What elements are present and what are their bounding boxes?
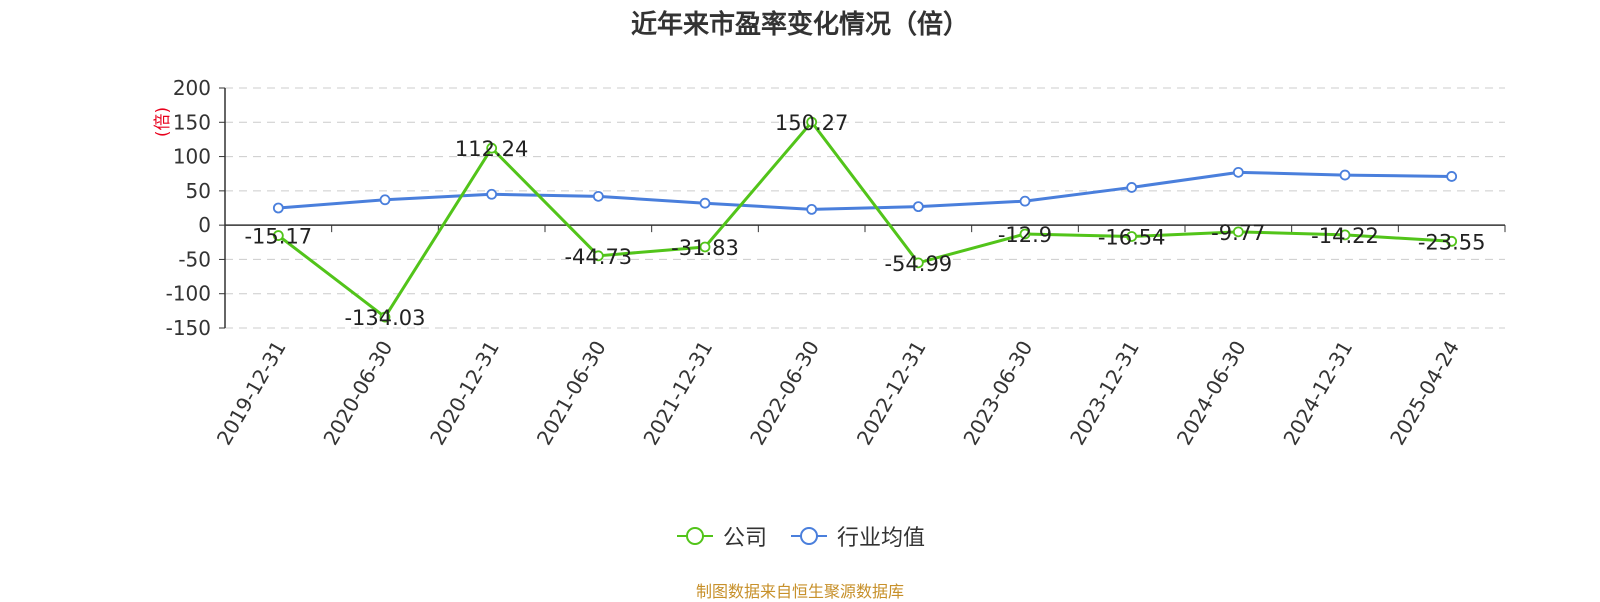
data-point bbox=[379, 194, 391, 206]
data-point bbox=[806, 116, 818, 128]
data-point bbox=[1446, 235, 1458, 247]
data-point bbox=[806, 203, 818, 215]
series-line-0 bbox=[277, 120, 1452, 319]
data-point bbox=[1126, 182, 1138, 193]
data-point bbox=[1232, 166, 1244, 178]
data-point bbox=[272, 230, 284, 241]
data-point bbox=[379, 311, 391, 323]
legend-item-company[interactable]: 公司 bbox=[675, 520, 767, 552]
series-layer bbox=[272, 116, 1458, 323]
data-label: -44.73 bbox=[564, 245, 632, 269]
data-label: -23.55 bbox=[1418, 230, 1486, 254]
x-tick-label: 2024-06-30 bbox=[1172, 337, 1251, 450]
x-tick-label: 2023-12-31 bbox=[1065, 337, 1144, 450]
data-point bbox=[1019, 195, 1031, 207]
data-point bbox=[1339, 229, 1351, 241]
data-label: -15.17 bbox=[244, 225, 312, 249]
grid-lines bbox=[225, 87, 1505, 329]
data-point bbox=[592, 250, 604, 262]
data-point bbox=[699, 241, 711, 253]
data-label: -16.54 bbox=[1098, 225, 1166, 249]
legend-line-marker-icon bbox=[676, 527, 713, 545]
x-tick-label: 2022-06-30 bbox=[745, 337, 824, 450]
data-point bbox=[1019, 228, 1031, 240]
chart-title: 近年来市盈率变化情况（倍） bbox=[630, 10, 969, 40]
source-note: 制图数据来自恒生聚源数据库 bbox=[695, 582, 904, 601]
data-labels: -15.17 -134.03 112.24 -44.73 -31.83 150.27 -54… bbox=[244, 111, 1485, 330]
series-line-1 bbox=[278, 170, 1452, 211]
data-label: -134.03 bbox=[344, 306, 425, 330]
data-label: -31.83 bbox=[671, 236, 739, 260]
x-tick-label: 2020-12-31 bbox=[425, 336, 504, 449]
legend-item-industry-avg[interactable]: 行业均值 bbox=[789, 520, 925, 552]
data-point bbox=[912, 257, 924, 269]
legend-line-marker-icon bbox=[791, 527, 827, 545]
data-point bbox=[1126, 231, 1138, 242]
data-point bbox=[486, 142, 498, 154]
y-tick-label: 150 bbox=[173, 110, 211, 134]
x-tick-label: 2021-12-31 bbox=[638, 337, 717, 450]
data-point bbox=[1339, 169, 1351, 181]
x-tick-label: 2023-06-30 bbox=[958, 337, 1037, 450]
data-label: -12.9 bbox=[998, 223, 1052, 247]
data-label: -9.77 bbox=[1211, 221, 1265, 245]
x-tick-label: 2019-12-31 bbox=[212, 337, 291, 450]
data-label: -54.99 bbox=[884, 252, 952, 276]
x-tick-label: 2024-12-31 bbox=[1278, 337, 1357, 450]
data-label: 150.27 bbox=[775, 111, 848, 135]
data-point bbox=[699, 197, 711, 209]
legend: 公司 行业均值 bbox=[0, 520, 1600, 552]
x-tick-label: 2020-06-30 bbox=[318, 337, 397, 450]
x-tick-label: 2021-06-30 bbox=[532, 337, 611, 450]
y-tick-label: -150 bbox=[166, 316, 211, 340]
x-tick-label: 2022-12-31 bbox=[852, 336, 931, 449]
data-point bbox=[912, 201, 924, 213]
data-point bbox=[592, 190, 604, 202]
y-tick-label: 200 bbox=[173, 76, 211, 100]
data-point bbox=[1232, 226, 1244, 238]
x-tick-label: 2025-04-24 bbox=[1385, 337, 1464, 450]
y-axis-label: (倍) bbox=[153, 107, 173, 137]
y-tick-label: -100 bbox=[166, 282, 211, 306]
legend-label-company: 公司 bbox=[722, 526, 767, 551]
data-point bbox=[486, 188, 498, 200]
data-point bbox=[272, 202, 284, 214]
y-tick-label: 100 bbox=[173, 145, 211, 169]
data-label: 112.24 bbox=[455, 137, 528, 161]
y-tick-label: 0 bbox=[198, 213, 211, 237]
y-tick-label: -50 bbox=[178, 247, 211, 271]
data-point bbox=[1446, 171, 1458, 182]
legend-label-industry-avg: 行业均值 bbox=[837, 526, 926, 551]
data-label: -14.22 bbox=[1311, 224, 1379, 248]
y-tick-label: 50 bbox=[186, 179, 211, 203]
